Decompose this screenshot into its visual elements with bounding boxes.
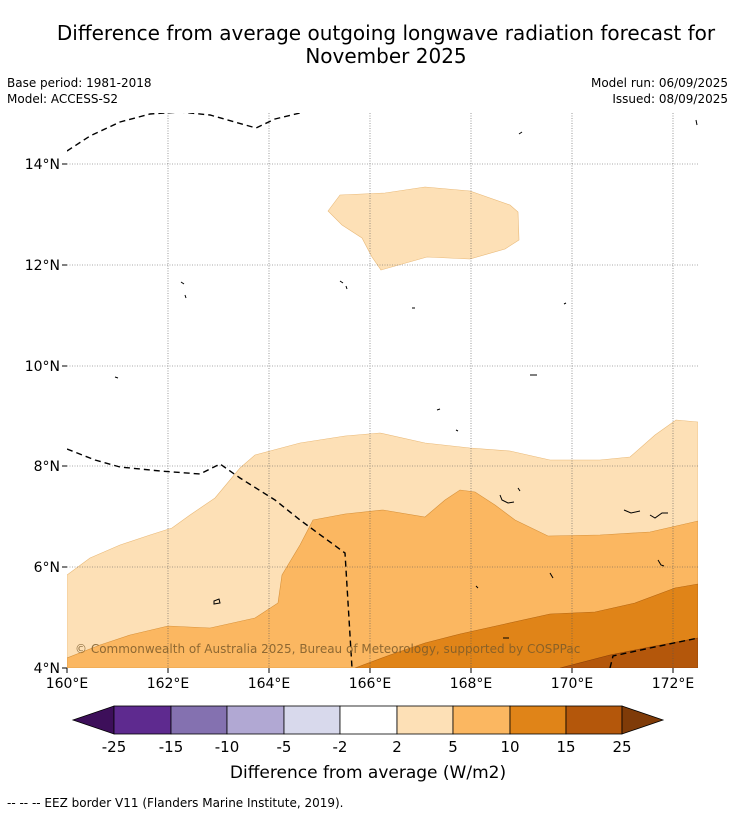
colorbar-label: 15 <box>556 738 575 756</box>
y-tick-label: 10°N <box>25 359 60 375</box>
base-period: Base period: 1981-2018 <box>7 76 152 90</box>
y-tick-label: 14°N <box>25 157 60 173</box>
issued-date: Issued: 08/09/2025 <box>612 92 728 106</box>
colorbar-label: -25 <box>102 738 127 756</box>
colorbar-swatch <box>509 705 567 735</box>
colorbar-title: Difference from average (W/m2) <box>230 763 506 783</box>
colorbar-swatch <box>565 705 623 735</box>
model-run: Model run: 06/09/2025 <box>590 76 728 90</box>
colorbar-swatch <box>226 705 285 735</box>
colorbar-label: 2 <box>392 738 402 756</box>
x-tick-label: 160°E <box>46 676 89 692</box>
y-tick-label: 4°N <box>34 661 60 677</box>
colorbar-label: -15 <box>159 738 184 756</box>
map-title-line-1: Difference from average outgoing longwav… <box>56 21 716 45</box>
colorbar-swatch <box>113 705 172 735</box>
copyright-notice: © Commonwealth of Australia 2025, Bureau… <box>75 642 580 656</box>
map-title: Difference from average outgoing longwav… <box>0 22 736 68</box>
y-tick-label: 6°N <box>34 560 60 576</box>
x-tick-label: 168°E <box>450 676 493 692</box>
axis-ticks <box>62 163 674 673</box>
colorbar-label: 25 <box>612 738 631 756</box>
gridlines <box>67 113 698 668</box>
meta-right: Model run: 06/09/2025 Issued: 08/09/2025 <box>591 75 728 107</box>
colorbar-swatch <box>396 705 454 735</box>
colorbar-label: 5 <box>448 738 458 756</box>
colorbar-label: -5 <box>277 738 292 756</box>
colorbar-swatch <box>283 705 341 735</box>
x-tick-label: 170°E <box>551 676 594 692</box>
eez-footnote: -- -- -- EEZ border V11 (Flanders Marine… <box>7 796 344 810</box>
y-tick-labels: 14°N 12°N 10°N 8°N 6°N 4°N <box>25 157 60 677</box>
contour-blob-north <box>327 186 520 271</box>
colorbar-label: -10 <box>215 738 240 756</box>
colorbar-low-extend <box>71 705 115 735</box>
colorbar-high-extend <box>621 705 665 735</box>
islands <box>114 119 698 639</box>
x-tick-label: 162°E <box>147 676 190 692</box>
colorbar-swatch <box>339 705 398 735</box>
meta-left: Base period: 1981-2018 Model: ACCESS-S2 <box>7 75 152 107</box>
model-name: Model: ACCESS-S2 <box>7 92 119 106</box>
contour-layer <box>67 186 698 668</box>
colorbar-label: -2 <box>333 738 348 756</box>
x-tick-label: 166°E <box>349 676 392 692</box>
colorbar-swatch <box>452 705 511 735</box>
x-tick-label: 172°E <box>652 676 695 692</box>
colorbar-swatch <box>170 705 228 735</box>
x-tick-label: 164°E <box>248 676 291 692</box>
contour-band-10-15 <box>354 583 698 668</box>
colorbar-label: 10 <box>500 738 519 756</box>
map-title-line-2: November 2025 <box>305 44 467 68</box>
eez-borders <box>67 113 698 668</box>
colorbar: -25 -15 -10 -5 -2 2 5 10 15 25 Differenc… <box>71 705 665 783</box>
y-tick-label: 12°N <box>25 258 60 274</box>
y-tick-label: 8°N <box>34 459 60 475</box>
x-tick-labels: 160°E 162°E 164°E 166°E 168°E 170°E 172°… <box>46 676 695 692</box>
